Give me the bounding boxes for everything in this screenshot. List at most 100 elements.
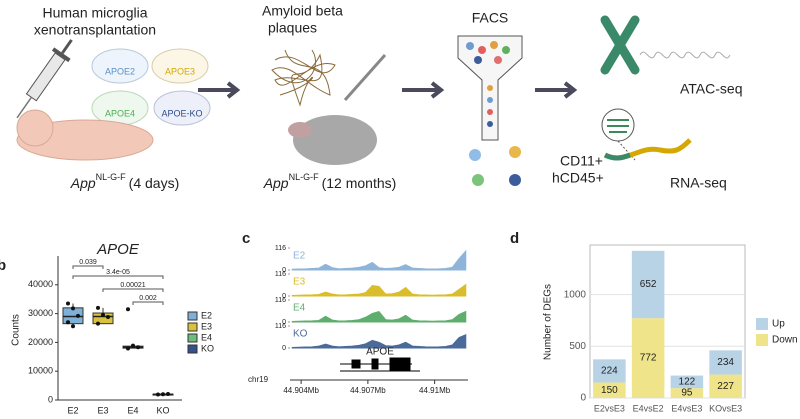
point [136,345,140,350]
bar-segment [709,374,742,398]
gene-model-part [351,359,361,369]
data-label: 227 [717,381,734,392]
chromosome [600,15,731,75]
bar-segment [670,388,704,398]
data-label: 224 [601,366,618,377]
y-tick-label: 10000 [28,366,53,376]
x-tick-label: KO [156,405,169,415]
legend-label: E4 [201,332,212,342]
pup [16,109,154,161]
point [101,313,105,318]
point [166,391,170,396]
chromosome-label: chr19 [248,375,269,384]
facs-funnel-part [466,42,474,50]
facs-funnel-part [490,41,498,49]
x-tick-label: 44.904Mb [283,386,319,395]
chromosome-part [639,51,731,59]
track-tick-label: 0 [282,267,286,274]
step-title: FACS [472,10,509,26]
gene-model-part [389,357,411,371]
gene-model-part [371,358,379,370]
gene-model [340,357,420,372]
point [106,315,110,320]
bar-segment [593,382,626,398]
age: (12 months) [322,175,397,191]
data-label: 122 [679,377,696,388]
y-tick-label: 30000 [28,308,53,318]
significance-bracket [132,301,164,305]
p-value: 0.00021 [120,282,145,289]
marker: hCD45+ [552,170,604,186]
assay-label: RNA-seq [670,175,727,191]
arrow-part [535,81,578,99]
mouse-part [293,115,377,165]
coverage-track [291,249,467,271]
facs-funnel-part [474,56,482,64]
data-label: 95 [681,388,693,399]
bar-segment [670,375,704,389]
y-tick-label: 40000 [28,279,53,289]
syringe [16,39,73,119]
y-tick-label: 20000 [28,337,53,347]
facs-funnel-part [502,46,510,54]
gene: App [70,175,96,191]
step-title: xenotransplantation [34,22,156,38]
track-label: E4 [293,303,306,314]
coverage-track [291,333,467,349]
syringe-part [61,39,73,54]
dish-label: APOE3 [165,66,195,76]
step-title: Human microglia [42,5,147,21]
marker: CD11+ [560,153,603,169]
data-label: 652 [640,279,657,290]
legend-label: E2 [201,310,212,320]
x-tick-label: E4vsE2 [633,403,664,413]
mouse [288,115,377,165]
rna-part [603,138,692,161]
bar-segment [709,350,742,375]
legend-label: KO [201,343,214,353]
track-tick-label: 116 [275,323,286,330]
track-label: E2 [293,251,306,262]
legend-swatch [756,318,768,330]
plaques [271,49,336,107]
coverage-track [291,310,467,323]
track-tick-label: 116 [275,245,286,252]
gene: App [263,175,289,191]
point [131,343,135,348]
point [71,306,75,311]
legend-label: E3 [201,321,212,331]
facs-funnel-part [478,46,486,54]
microglia-part [472,174,484,186]
facs-funnel [457,35,523,141]
data-label: 150 [601,385,618,396]
legend-swatch [187,333,198,343]
x-tick-label: 44.91Mb [419,386,451,395]
data-label: 234 [717,357,734,368]
mouse-part [288,122,312,138]
data-label: 772 [640,353,657,364]
x-tick-label: E2vsE3 [594,403,625,413]
dish [91,48,211,126]
legend-swatch [756,334,768,346]
allele: NL-G-F [96,172,126,182]
dish-label: APOE4 [105,108,135,118]
age-label: AppNL-G-F (4 days) [70,172,180,190]
y-tick-label: 1000 [564,289,587,300]
microglia [469,146,521,186]
y-axis-label: Counts [11,314,22,346]
x-tick-label: E4vsE3 [671,403,702,413]
point [161,392,165,397]
arrow-part [402,81,445,99]
dish-label: APOE-KO [161,108,202,118]
point [156,392,160,397]
x-tick-label: KOvsE3 [709,403,742,413]
syringe-part [16,96,33,119]
step-title: Amyloid beta [262,3,343,19]
point [96,305,100,310]
point [96,321,100,326]
track-label: KO [293,329,308,340]
point [126,346,130,351]
y-tick-label: 0 [580,393,586,404]
p-value: 3.4e-05 [106,269,130,276]
track-tick-label: 116 [275,271,286,278]
